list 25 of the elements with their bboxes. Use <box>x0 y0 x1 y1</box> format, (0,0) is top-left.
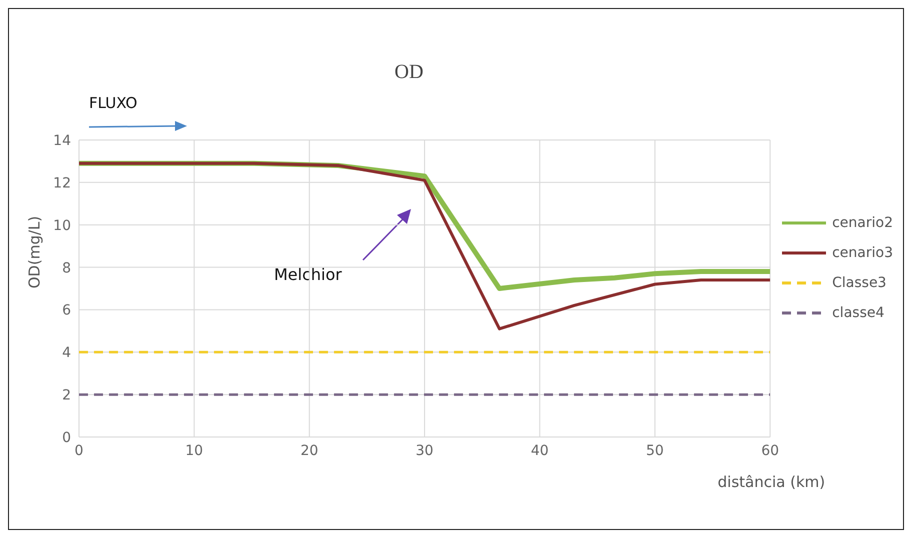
x-tick-label: 20 <box>300 442 318 459</box>
x-tick-label: 10 <box>185 442 204 459</box>
y-tick-label: 8 <box>62 260 71 276</box>
y-tick-label: 2 <box>62 388 71 404</box>
line-series <box>79 162 770 330</box>
text: FLUXO <box>89 94 138 112</box>
legend-label: Classe3 <box>832 275 886 291</box>
x-tick-label: 30 <box>416 442 434 459</box>
annotation: Melchior <box>274 265 342 284</box>
x-tick-label: 40 <box>530 442 549 459</box>
y-tick-label: 4 <box>62 345 72 362</box>
y-tick-label: 14 <box>53 132 72 149</box>
chart-title: OD <box>394 61 424 84</box>
x-axis-title: distância (km) <box>718 473 826 491</box>
x-tick-label: 60 <box>761 442 780 459</box>
legend-label: cenario3 <box>832 245 893 261</box>
legend-label: cenario2 <box>832 215 893 231</box>
y-axis-title: OD(mg/L) <box>25 216 44 288</box>
x-tick-label: 50 <box>646 442 664 459</box>
y-tick-label: 6 <box>62 302 72 319</box>
legend-label: classe4 <box>832 305 884 321</box>
x-tick-label: 0 <box>74 442 84 459</box>
y-tick-label: 0 <box>62 430 71 446</box>
y-tick-label: 12 <box>53 175 71 192</box>
y-tick-label: 10 <box>53 218 71 234</box>
